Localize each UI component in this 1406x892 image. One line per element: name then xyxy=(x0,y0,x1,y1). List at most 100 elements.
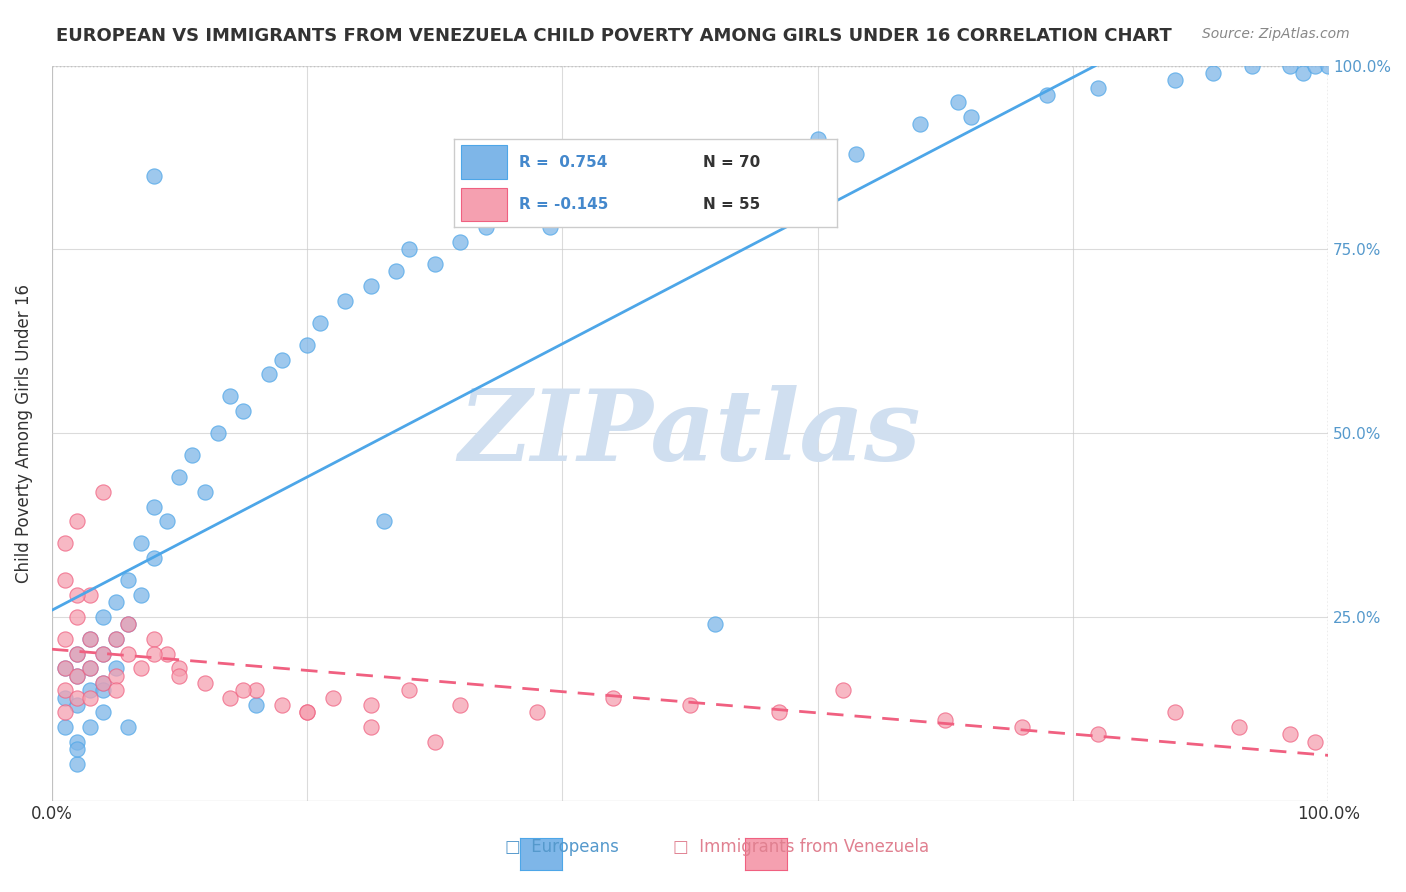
Point xyxy=(181,448,204,462)
Point xyxy=(1164,706,1187,720)
Point xyxy=(245,683,267,698)
Text: □  Immigrants from Venezuela: □ Immigrants from Venezuela xyxy=(673,838,929,856)
Point xyxy=(360,698,382,712)
Point xyxy=(806,132,828,146)
Point xyxy=(142,632,165,646)
Point xyxy=(1202,66,1225,80)
Point xyxy=(53,690,76,705)
Point xyxy=(142,500,165,514)
Point xyxy=(768,706,790,720)
Point xyxy=(66,514,89,528)
Point xyxy=(91,676,114,690)
Point xyxy=(91,683,114,698)
Y-axis label: Child Poverty Among Girls Under 16: Child Poverty Among Girls Under 16 xyxy=(15,284,32,582)
Point xyxy=(423,257,446,271)
Point xyxy=(129,588,152,602)
Point xyxy=(129,536,152,550)
Point xyxy=(79,632,101,646)
Point xyxy=(449,235,471,249)
Point xyxy=(602,690,624,705)
Point xyxy=(908,117,931,131)
Point xyxy=(104,683,127,698)
Point xyxy=(1087,727,1109,741)
Point xyxy=(117,573,139,587)
Point xyxy=(538,220,561,235)
Point xyxy=(449,698,471,712)
Point xyxy=(169,661,191,675)
Point xyxy=(91,706,114,720)
Point xyxy=(194,676,217,690)
Point xyxy=(53,706,76,720)
Point xyxy=(257,368,280,382)
Point xyxy=(194,484,217,499)
Point xyxy=(91,676,114,690)
Point xyxy=(169,668,191,682)
Point xyxy=(104,668,127,682)
Point xyxy=(946,95,969,110)
Point xyxy=(742,154,765,169)
Point xyxy=(117,647,139,661)
Point xyxy=(1036,88,1059,103)
Point xyxy=(117,617,139,632)
Point xyxy=(270,352,292,367)
Point xyxy=(295,706,318,720)
Point xyxy=(66,742,89,756)
Point xyxy=(66,588,89,602)
Point xyxy=(104,661,127,675)
Point xyxy=(295,338,318,352)
Point xyxy=(142,169,165,183)
Point xyxy=(232,404,254,418)
Point xyxy=(129,661,152,675)
Point xyxy=(91,484,114,499)
Point xyxy=(53,573,76,587)
Point xyxy=(373,514,395,528)
Point xyxy=(1087,80,1109,95)
Point xyxy=(219,690,242,705)
Point xyxy=(1305,59,1327,73)
Text: Source: ZipAtlas.com: Source: ZipAtlas.com xyxy=(1202,27,1350,41)
Point xyxy=(1278,727,1301,741)
Point xyxy=(704,617,727,632)
Point xyxy=(1240,59,1263,73)
Point xyxy=(53,661,76,675)
Point xyxy=(398,683,420,698)
Point xyxy=(1305,735,1327,749)
Point xyxy=(934,713,956,727)
Point xyxy=(53,632,76,646)
Point xyxy=(66,647,89,661)
Point xyxy=(79,588,101,602)
Point xyxy=(1011,720,1033,734)
Point xyxy=(295,706,318,720)
Point xyxy=(1278,59,1301,73)
Point xyxy=(79,690,101,705)
Point xyxy=(53,536,76,550)
Point xyxy=(423,735,446,749)
Point xyxy=(66,756,89,771)
Text: ZIPatlas: ZIPatlas xyxy=(458,384,921,482)
Point xyxy=(91,647,114,661)
Point xyxy=(142,647,165,661)
Point xyxy=(360,720,382,734)
Point xyxy=(335,293,357,308)
Point xyxy=(398,243,420,257)
Point xyxy=(66,610,89,624)
Point xyxy=(66,668,89,682)
Point xyxy=(104,632,127,646)
Point xyxy=(79,661,101,675)
Point xyxy=(79,720,101,734)
Point xyxy=(832,683,855,698)
Point xyxy=(104,632,127,646)
Point xyxy=(959,110,981,124)
Point xyxy=(66,735,89,749)
Point xyxy=(474,220,496,235)
Text: EUROPEAN VS IMMIGRANTS FROM VENEZUELA CHILD POVERTY AMONG GIRLS UNDER 16 CORRELA: EUROPEAN VS IMMIGRANTS FROM VENEZUELA CH… xyxy=(56,27,1173,45)
Point xyxy=(385,264,408,278)
Point xyxy=(79,632,101,646)
Point xyxy=(207,426,229,441)
Point xyxy=(245,698,267,712)
Text: □  Europeans: □ Europeans xyxy=(506,838,619,856)
Point xyxy=(1227,720,1250,734)
Point xyxy=(169,470,191,484)
Point xyxy=(79,683,101,698)
Point xyxy=(66,647,89,661)
